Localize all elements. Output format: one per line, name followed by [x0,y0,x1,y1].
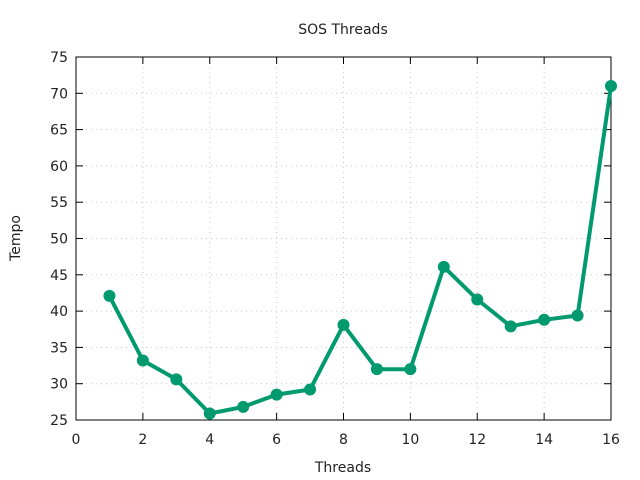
y-tick-label: 30 [50,377,68,393]
y-axis-label: Tempo [8,215,24,262]
data-point [304,383,317,396]
y-tick-label: 70 [50,86,68,102]
plot-frame [75,56,612,421]
data-point [103,289,116,302]
data-point [605,80,617,93]
y-tick-label: 45 [50,268,68,284]
x-tick-label: 16 [602,432,620,448]
x-tick-label: 14 [535,432,553,448]
data-point [136,354,149,367]
x-tick-label: 8 [339,432,348,448]
x-tick-label: 2 [138,432,147,448]
data-point [404,363,417,376]
series-group [103,80,617,420]
data-point [170,373,183,386]
data-point [270,388,283,401]
data-point [337,318,350,331]
y-tick-label: 40 [50,304,68,320]
chart-title: SOS Threads [298,22,388,38]
data-point [471,293,484,306]
data-point [504,320,517,333]
grid-lines [76,57,611,420]
x-tick-label: 6 [272,432,281,448]
series-line [107,85,613,416]
y-tick-label: 65 [50,123,68,139]
y-tick-label: 50 [50,232,68,248]
data-point [237,400,250,413]
data-point [370,363,383,376]
data-point [538,313,551,326]
x-tick-label: 12 [468,432,486,448]
y-tick-label: 60 [50,159,68,175]
x-axis-label: Threads [314,460,371,476]
data-point [203,407,216,420]
y-tick-label: 75 [50,50,68,66]
data-point [571,309,584,322]
x-tick-label: 10 [401,432,419,448]
x-tick-label: 4 [205,432,214,448]
x-tick-label: 0 [72,432,81,448]
y-tick-label: 25 [50,413,68,429]
axis-ticks: 25 30 35 40 45 50 55 60 65 70 75 0 2 4 6 8 10 12 14 16 [50,50,620,448]
y-tick-label: 55 [50,195,68,211]
y-tick-label: 35 [50,340,68,356]
data-point [437,260,450,273]
